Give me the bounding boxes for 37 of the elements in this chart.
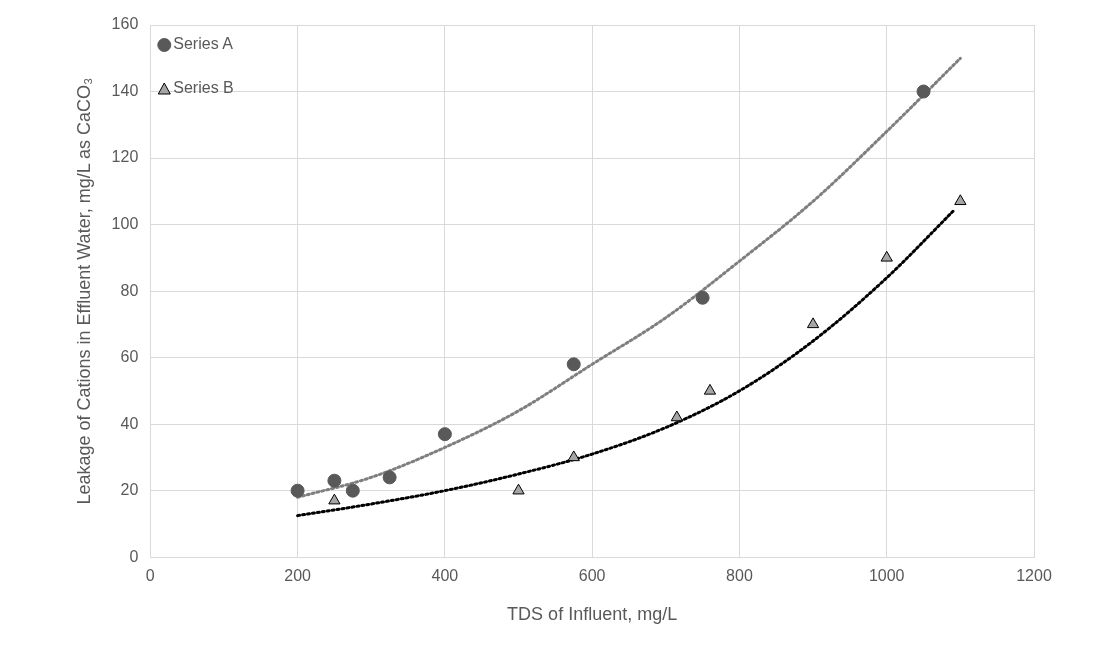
y-tick-label: 100 [111, 214, 139, 232]
x-tick-label: 1000 [868, 567, 905, 585]
point [512, 483, 525, 495]
line-series [296, 209, 955, 518]
point [345, 483, 360, 498]
y-tick-label: 20 [120, 481, 139, 499]
x-tick-label: 400 [431, 567, 459, 585]
y-tick-label: 140 [111, 81, 139, 99]
y-axis-title: Leakage of Cations in Effluent Water, mg/L as CaCO₃ [73, 77, 94, 505]
legend-label: Series B [173, 79, 234, 97]
point [670, 410, 683, 422]
point [703, 383, 717, 395]
y-tick-label: 120 [111, 148, 139, 166]
point [880, 250, 893, 262]
point [566, 357, 581, 372]
y-tick-label: 160 [111, 15, 139, 33]
point [437, 427, 452, 442]
point [567, 450, 580, 462]
legend-label: Series A [173, 35, 234, 53]
point [382, 470, 397, 485]
x-tick-label: 1200 [1016, 567, 1052, 585]
y-tick-label: 60 [120, 348, 139, 366]
x-tick-label: 0 [145, 567, 155, 585]
y-tick-label: 40 [120, 414, 139, 432]
x-axis-title: TDS of Influent, mg/L [507, 604, 678, 625]
point [916, 84, 931, 99]
point [328, 493, 341, 505]
y-tick-label: 80 [120, 281, 139, 299]
y-tick-label: 0 [129, 547, 139, 565]
point [806, 317, 820, 329]
x-tick-label: 200 [284, 567, 312, 585]
point [954, 194, 967, 206]
point [290, 483, 305, 498]
point [695, 290, 710, 305]
x-tick-label: 800 [726, 567, 753, 585]
point [327, 473, 342, 488]
x-tick-label: 600 [578, 567, 606, 585]
